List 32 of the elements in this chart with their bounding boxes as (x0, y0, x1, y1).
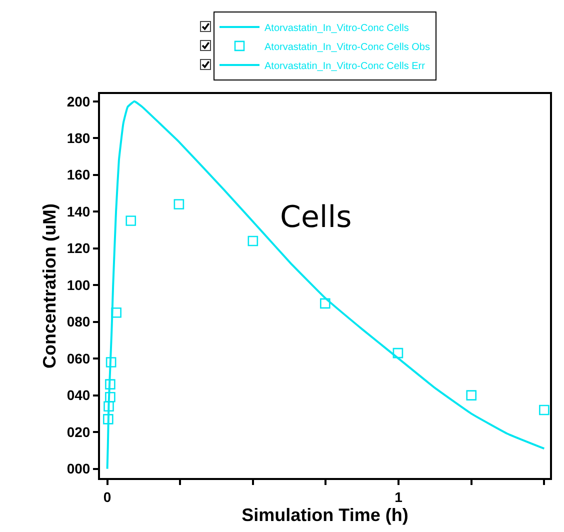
y-tick-label: 000 (66, 460, 90, 477)
y-tick-label: 140 (66, 203, 90, 220)
x-tick-label: 1 (394, 488, 403, 505)
point (392, 348, 404, 358)
point (126, 216, 136, 226)
y-tick-label: 060 (66, 350, 90, 366)
x-axis-title: Simulation Time (h) (242, 504, 408, 525)
x-tick-label: 0 (103, 488, 112, 505)
legend-label: Atorvastatin_In_Vitro-Conc Cells Obs (264, 42, 430, 53)
y-tick-label: 100 (66, 276, 90, 293)
point (248, 236, 258, 246)
y-tick-label: 040 (66, 387, 90, 404)
y-tick-label: 080 (66, 314, 90, 330)
point (103, 414, 114, 424)
y-tick-label: 020 (66, 424, 90, 440)
point (111, 307, 122, 318)
point (539, 404, 550, 416)
point (105, 379, 116, 390)
y-tick-label: 120 (66, 240, 90, 256)
legend-label: Atorvastatin_In_Vitro-Conc Cells Err (264, 60, 426, 72)
annotation: Cells (280, 200, 352, 235)
point (174, 199, 184, 210)
point (105, 392, 116, 402)
y-axis-title: Concentration (uM) (40, 204, 60, 368)
point (320, 298, 330, 309)
point (466, 390, 477, 400)
legend-label: Atorvastatin_In_Vitro-Conc Cells (264, 22, 409, 34)
point (104, 401, 114, 412)
point (106, 357, 116, 368)
y-tick-label: 180 (66, 130, 90, 146)
y-tick-label: 200 (66, 93, 90, 110)
y-tick-label: 160 (66, 166, 90, 183)
